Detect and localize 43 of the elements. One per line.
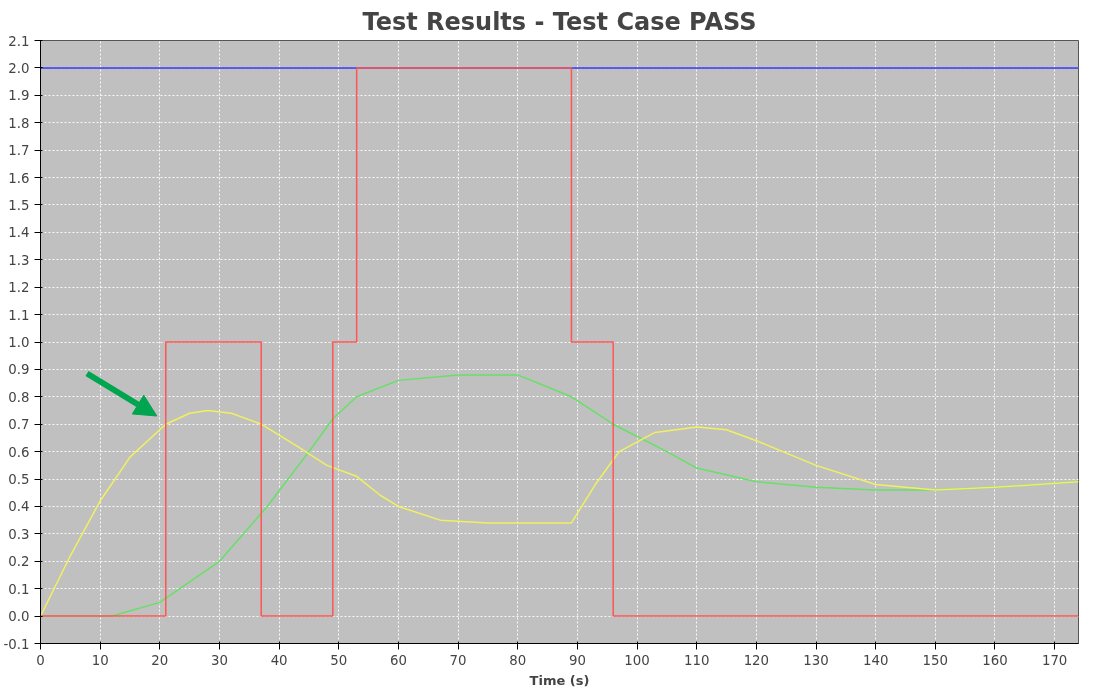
y-tick-label: 0.2 (8, 554, 30, 570)
x-tick-label: 50 (330, 652, 348, 668)
y-tick-label: 0.0 (8, 609, 30, 625)
x-tick-label: 70 (449, 652, 467, 668)
x-tick-label: 30 (210, 652, 228, 668)
y-tick-label: 1.7 (8, 143, 30, 159)
y-tick-label: 2.0 (8, 60, 30, 76)
y-tick-label: 0.4 (8, 499, 30, 515)
y-tick-label: 1.1 (8, 307, 30, 323)
y-tick-label: 1.0 (8, 335, 30, 350)
x-tick-label: 10 (91, 652, 109, 668)
x-tick-label: 160 (982, 652, 1008, 668)
x-tick-label: 170 (1041, 652, 1068, 668)
x-tick-label: 0 (36, 652, 45, 668)
x-tick-label: 80 (509, 652, 527, 668)
chart-title: Test Results - Test Case PASS (362, 7, 757, 36)
y-tick-label: 1.4 (8, 225, 30, 241)
x-tick-label: 110 (683, 652, 710, 668)
x-tick-label: 150 (922, 652, 949, 668)
x-tick-label: 60 (389, 652, 407, 668)
x-tick-label: 90 (568, 652, 586, 668)
y-tick-label: 1.8 (8, 115, 30, 131)
y-tick-label: 2.1 (8, 33, 30, 49)
y-tick-label: 0.1 (8, 581, 30, 597)
x-tick-label: 20 (151, 652, 169, 668)
y-tick-label: -0.1 (3, 636, 30, 652)
y-tick-label: 1.3 (8, 252, 30, 268)
x-tick-label: 100 (624, 652, 650, 668)
x-axis-title: Time (s) (529, 672, 590, 688)
y-tick-label: 0.9 (8, 362, 30, 378)
y-tick-label: 0.3 (8, 526, 30, 542)
x-tick-label: 130 (803, 652, 829, 668)
y-tick-label: 0.6 (8, 444, 30, 460)
x-tick-label: 40 (270, 652, 288, 668)
x-tick-label: 120 (743, 652, 770, 668)
y-tick-label: 1.2 (8, 280, 30, 296)
y-tick-label: 0.8 (8, 389, 30, 405)
y-tick-label: 1.6 (8, 170, 30, 186)
x-tick-label: 140 (862, 652, 889, 668)
y-tick-label: 0.7 (8, 417, 30, 433)
y-tick-label: 1.9 (8, 88, 30, 104)
y-tick-label: 1.5 (8, 197, 30, 213)
y-tick-label: 0.5 (8, 472, 30, 488)
